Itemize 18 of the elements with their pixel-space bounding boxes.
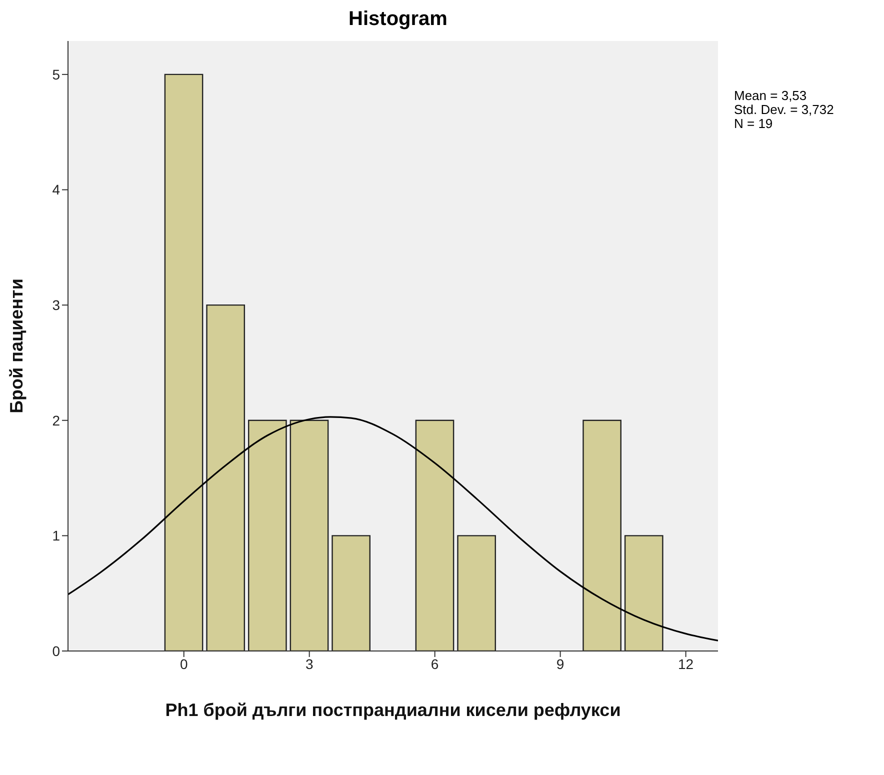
x-tick-label: 6 [430,656,439,672]
text: N = 19 [734,116,774,131]
x-axis-title: Ph1 брой дълги постпрандиални кисели рефлукси [165,700,621,720]
y-tick-label: 0 [52,642,60,659]
x-tick-label: 9 [556,656,564,672]
y-tick-label: 5 [52,66,60,82]
y-tick-label: 1 [52,528,60,544]
y-tick-label: 3 [52,297,60,314]
chart-title: Histogram [348,8,448,31]
text: Mean = 3,53 [734,88,808,103]
y-tick-label: 2 [52,412,60,428]
x-tick-label: 12 [678,656,694,672]
y-tick-label: 4 [52,182,60,198]
y-axis-title: Брой пациенти [6,278,26,414]
line-series [68,416,718,642]
text: Std. Dev. = 3,732 [734,102,834,117]
x-tick-label: 0 [180,656,188,672]
x-tick-label: 3 [305,656,314,672]
